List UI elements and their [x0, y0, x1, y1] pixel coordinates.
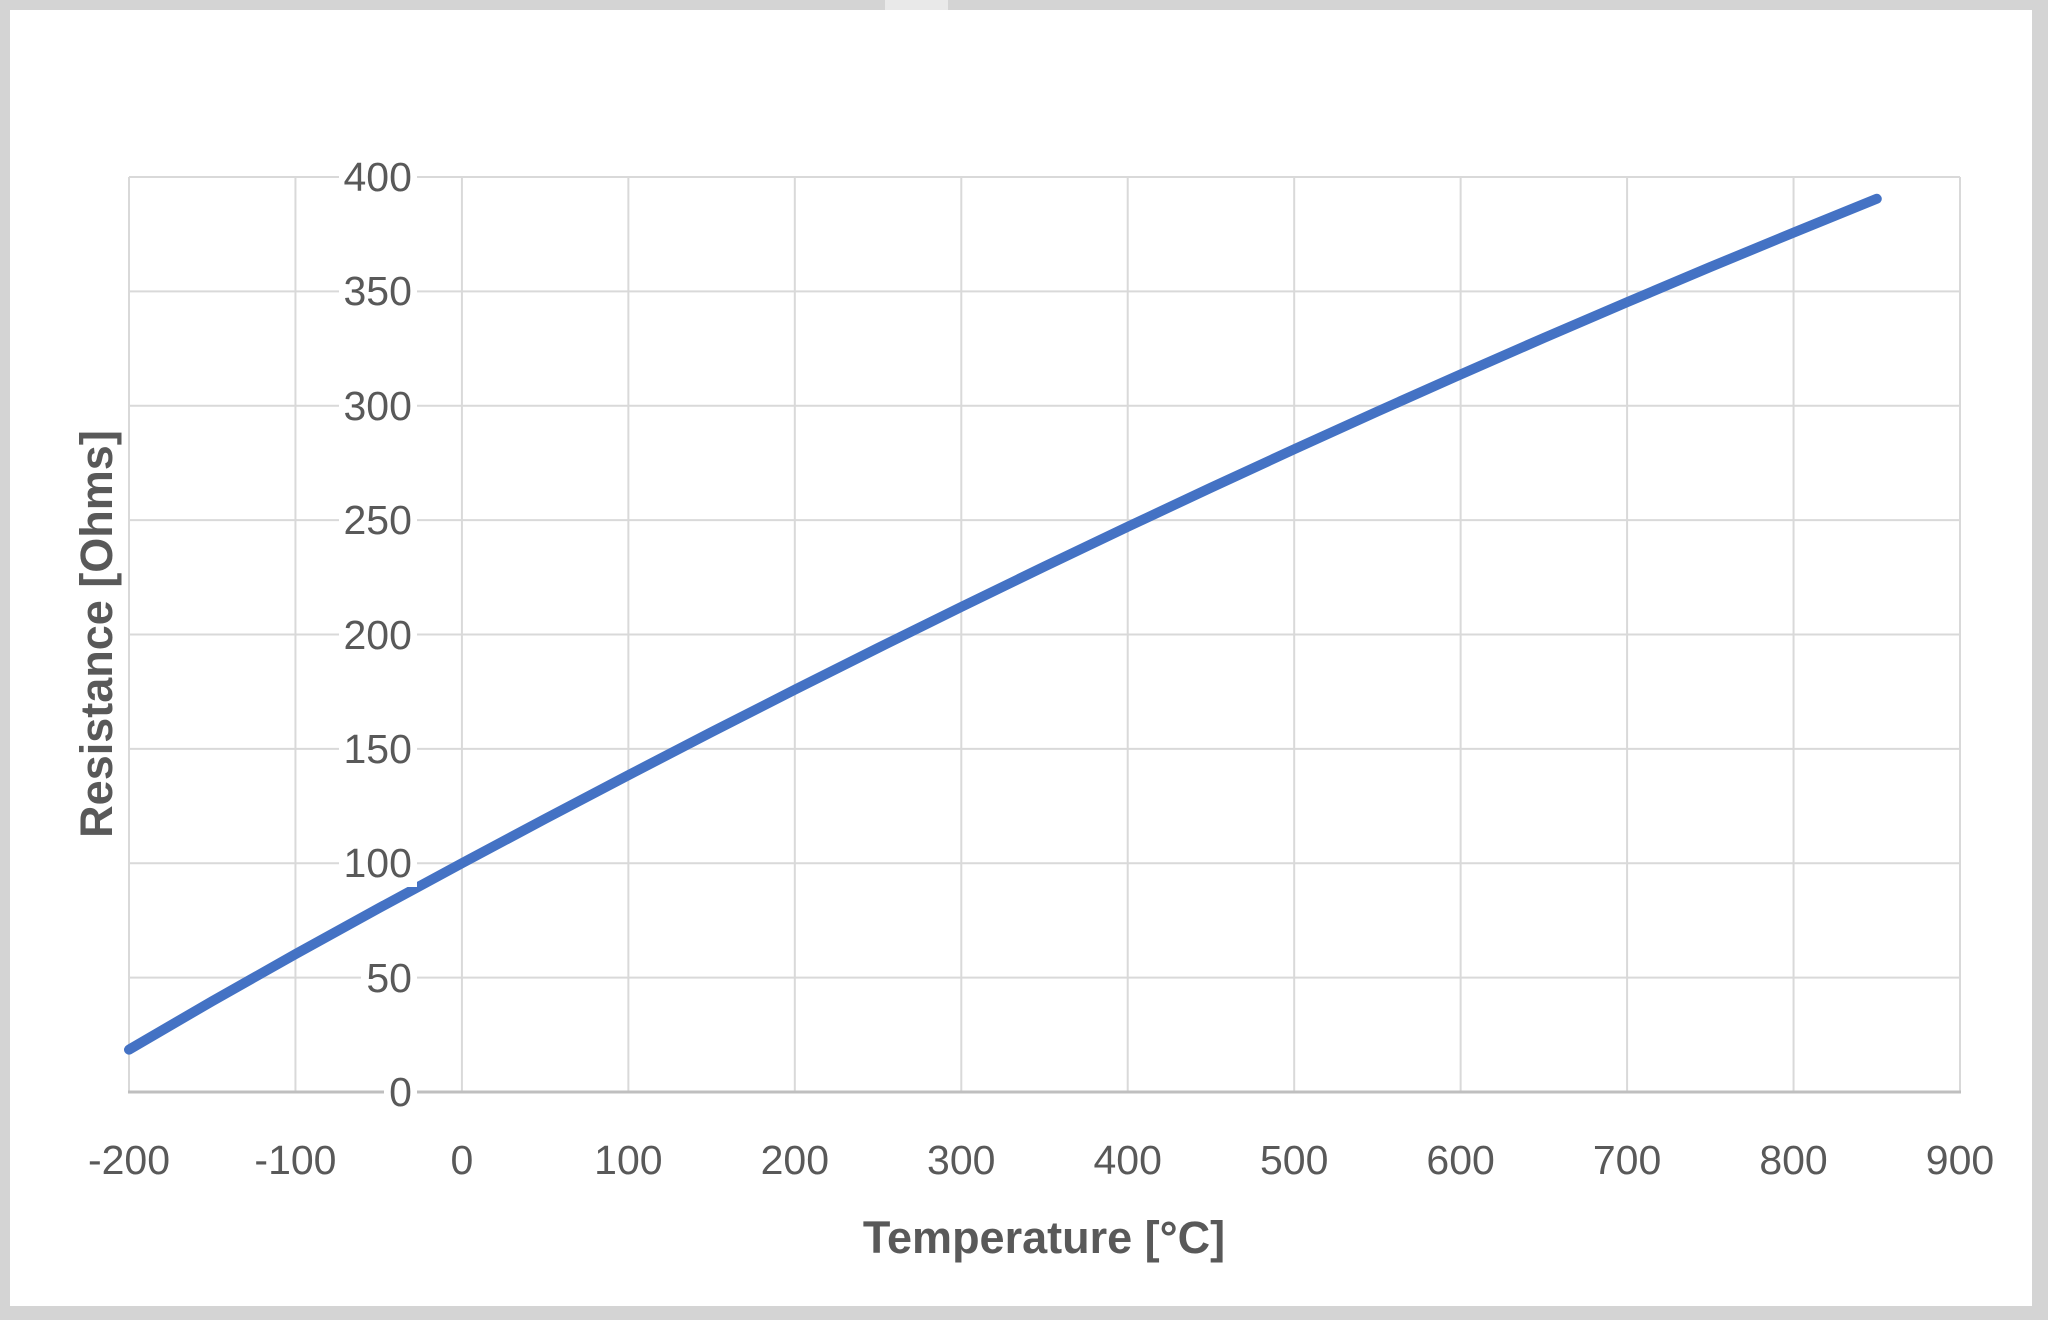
x-tick-label: 600: [1426, 1137, 1495, 1183]
top-border-notch: [885, 0, 948, 10]
x-tick-label: 400: [1093, 1137, 1162, 1183]
y-tick-label: 50: [361, 953, 417, 1002]
x-tick-label: 0: [450, 1137, 474, 1183]
x-tick-label: 500: [1259, 1137, 1329, 1183]
x-tick-label: -100: [254, 1137, 337, 1183]
y-tick-label: 0: [384, 1068, 417, 1116]
y-axis-title: Resistance [Ohms]: [71, 430, 122, 838]
y-tick-label: 350: [338, 267, 417, 316]
y-tick-label: 200: [338, 610, 417, 659]
x-tick-label: 100: [594, 1137, 663, 1183]
gridlines: [128, 176, 1961, 1093]
y-tick-label: 250: [338, 496, 417, 545]
x-tick-label: 200: [760, 1137, 830, 1183]
x-tick-label: 700: [1592, 1137, 1662, 1183]
x-tick-label: -200: [87, 1137, 171, 1183]
x-tick-label: 300: [927, 1137, 996, 1183]
y-tick-label: 400: [338, 153, 417, 201]
y-tick-label: 150: [338, 724, 417, 773]
y-tick-label: 300: [338, 381, 417, 430]
x-axis-title: Temperature [°C]: [862, 1212, 1226, 1263]
x-tick-label: 800: [1759, 1137, 1828, 1183]
y-tick-label: 100: [338, 839, 417, 888]
x-tick-label: 900: [1925, 1137, 1995, 1183]
series-line: [124, 193, 1882, 1055]
